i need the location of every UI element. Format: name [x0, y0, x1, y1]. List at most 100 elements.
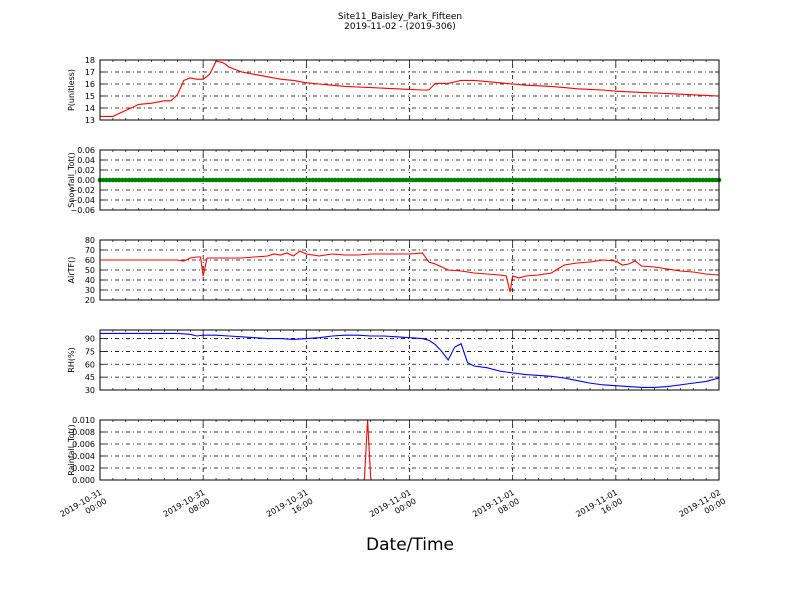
- data-point: [381, 177, 387, 183]
- data-point: [652, 177, 657, 183]
- data-point: [610, 177, 615, 183]
- y-axis-label: AirTF(): [67, 257, 76, 284]
- data-point: [416, 177, 422, 183]
- data-point: [226, 177, 232, 183]
- data-point: [503, 177, 509, 183]
- data-point: [458, 177, 464, 183]
- data-point: [481, 177, 486, 183]
- data-point: [233, 177, 238, 183]
- data-point: [239, 177, 245, 183]
- data-point: [258, 177, 264, 183]
- data-point: [491, 177, 496, 183]
- data-point: [613, 177, 619, 183]
- data-point: [342, 177, 348, 183]
- data-point: [520, 177, 525, 183]
- data-point: [262, 177, 267, 183]
- data-point: [497, 177, 503, 183]
- data-point: [529, 177, 535, 183]
- data-point: [423, 177, 428, 183]
- data-point: [658, 177, 664, 183]
- y-tick-label: 18: [85, 56, 95, 65]
- y-tick-label: 0.04: [77, 156, 95, 165]
- data-point: [558, 177, 564, 183]
- y-tick-label: 0.06: [77, 146, 95, 155]
- data-point: [210, 177, 216, 183]
- data-point: [626, 177, 632, 183]
- y-tick-label: 40: [85, 276, 95, 285]
- data-point: [526, 177, 532, 183]
- y-tick-label: 60: [85, 360, 95, 369]
- data-point: [426, 177, 432, 183]
- data-point: [549, 177, 554, 183]
- y-tick-label: 0.006: [72, 440, 95, 449]
- y-tick-label: 15: [85, 92, 95, 101]
- data-point: [184, 177, 190, 183]
- data-point: [313, 177, 319, 183]
- data-point: [336, 177, 341, 183]
- y-tick-label: 0.010: [72, 416, 95, 425]
- data-point: [200, 177, 206, 183]
- chart-title-line2: 2019-11-02 - (2019-306): [344, 22, 456, 32]
- data-point: [690, 177, 696, 183]
- data-point: [133, 177, 138, 183]
- data-point: [462, 177, 467, 183]
- data-point: [429, 177, 435, 183]
- y-tick-label: −0.06: [70, 206, 95, 215]
- data-point: [213, 177, 219, 183]
- data-point: [413, 177, 419, 183]
- data-point: [384, 177, 390, 183]
- y-tick-label: 30: [85, 386, 95, 395]
- data-point: [397, 177, 403, 183]
- data-point: [310, 177, 316, 183]
- data-point: [117, 177, 122, 183]
- data-point: [487, 177, 493, 183]
- data-point: [216, 177, 222, 183]
- data-point: [507, 177, 512, 183]
- data-point: [632, 177, 638, 183]
- data-point: [291, 177, 296, 183]
- data-point: [255, 177, 261, 183]
- y-tick-label: 17: [85, 68, 95, 77]
- data-point: [642, 177, 648, 183]
- y-axis-label: RH(%): [67, 347, 76, 372]
- data-point: [152, 177, 158, 183]
- series-line: [100, 332, 720, 388]
- data-point: [271, 177, 277, 183]
- data-point: [449, 177, 454, 183]
- data-point: [478, 177, 483, 183]
- data-point: [597, 177, 603, 183]
- chart-panel-4: 30 45 60 75 90 RH(%): [67, 329, 720, 395]
- data-point: [284, 177, 290, 183]
- data-point: [139, 177, 145, 183]
- x-axis-label: Date/Time: [366, 535, 454, 555]
- y-tick-label: 0.02: [77, 166, 95, 175]
- data-point: [113, 177, 119, 183]
- data-point: [194, 177, 200, 183]
- y-tick-label: 50: [85, 266, 95, 275]
- y-tick-label: −0.02: [70, 186, 95, 195]
- data-point: [129, 177, 135, 183]
- data-point: [600, 177, 606, 183]
- data-point: [623, 177, 628, 183]
- data-point: [323, 177, 328, 183]
- data-point: [619, 177, 625, 183]
- data-point: [516, 177, 522, 183]
- data-point: [362, 177, 367, 183]
- data-point: [333, 177, 338, 183]
- data-point: [445, 177, 451, 183]
- data-point: [100, 177, 106, 183]
- data-point: [307, 177, 312, 183]
- data-point: [629, 177, 635, 183]
- data-point: [165, 177, 171, 183]
- data-point: [510, 177, 515, 183]
- data-point: [316, 177, 322, 183]
- y-tick-label: 70: [85, 246, 95, 255]
